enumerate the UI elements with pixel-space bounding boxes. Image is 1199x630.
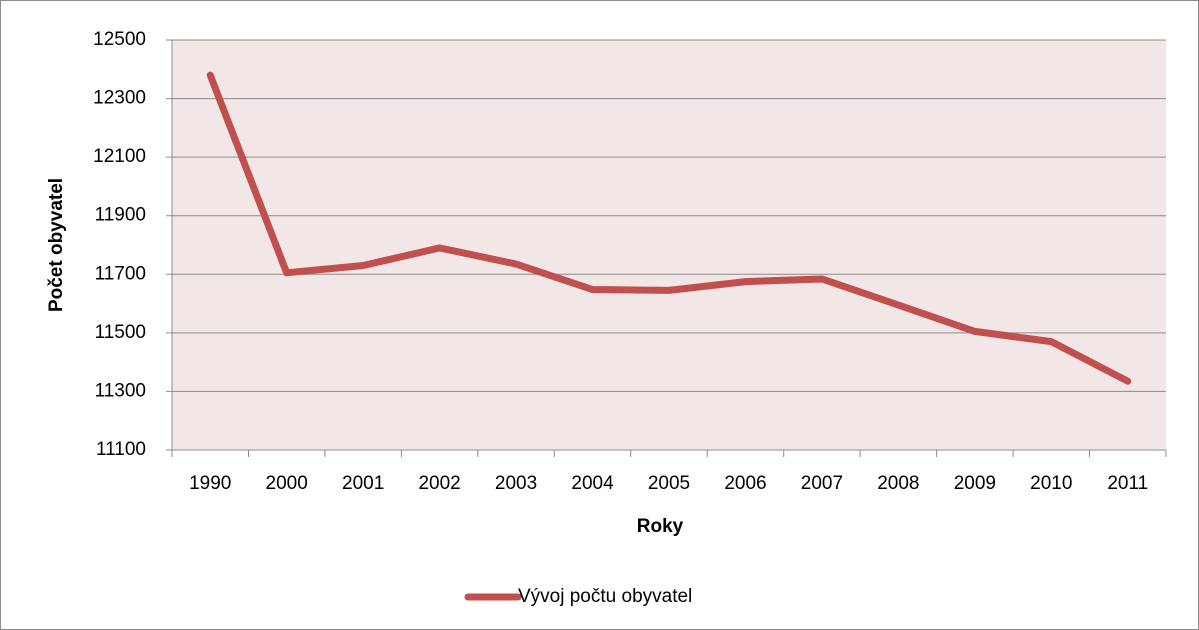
plot-area <box>172 40 1166 450</box>
y-tick-label: 11500 <box>95 322 146 343</box>
y-axis-label: Počet obyvatel <box>46 178 67 312</box>
x-tick-label: 2001 <box>342 473 384 494</box>
y-tick-label: 12100 <box>93 146 146 167</box>
y-tick-label: 11100 <box>96 439 146 460</box>
x-tick-label: 2010 <box>1030 473 1072 494</box>
x-tick-label: 2000 <box>266 473 308 494</box>
y-tick-label: 12500 <box>93 29 146 50</box>
x-tick-label: 1990 <box>189 473 231 494</box>
x-tick-label: 2003 <box>495 473 537 494</box>
x-tick-label: 2011 <box>1107 473 1148 494</box>
x-tick-label: 2009 <box>954 473 996 494</box>
y-tick-label: 11900 <box>95 205 146 226</box>
x-tick-label: 2007 <box>801 473 843 494</box>
y-tick-label: 11700 <box>95 263 146 284</box>
x-tick-label: 2008 <box>877 473 919 494</box>
x-tick-label: 2002 <box>418 473 460 494</box>
y-tick-label: 11300 <box>95 380 146 401</box>
x-tick-label: 2006 <box>724 473 766 494</box>
legend-label: Vývoj počtu obyvatel <box>518 586 692 607</box>
line-series <box>206 71 1132 385</box>
y-tick-label: 12300 <box>93 88 146 109</box>
x-tick-label: 2004 <box>571 473 614 494</box>
x-axis-label: Roky <box>637 516 684 537</box>
x-tick-label: 2005 <box>648 473 690 494</box>
